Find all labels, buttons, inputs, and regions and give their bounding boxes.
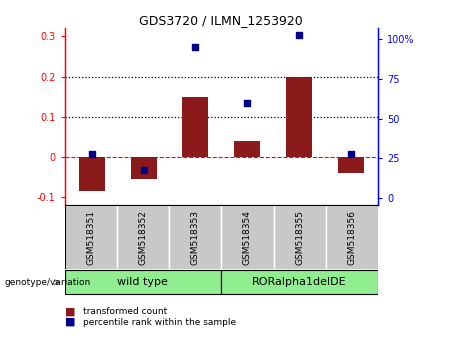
Text: ■: ■: [65, 317, 75, 327]
Bar: [130, 157, 157, 179]
Text: RORalpha1delDE: RORalpha1delDE: [252, 277, 347, 287]
Point: [243, 100, 251, 106]
Bar: [286, 76, 312, 157]
FancyBboxPatch shape: [221, 270, 378, 294]
FancyBboxPatch shape: [221, 205, 273, 269]
Text: GSM518354: GSM518354: [243, 210, 252, 265]
Point: [192, 45, 199, 50]
FancyBboxPatch shape: [117, 205, 169, 269]
FancyBboxPatch shape: [65, 205, 117, 269]
Bar: [79, 157, 105, 191]
Text: wild type: wild type: [118, 277, 168, 287]
Bar: [338, 157, 364, 173]
Text: GSM518356: GSM518356: [348, 210, 356, 265]
FancyBboxPatch shape: [326, 205, 378, 269]
Text: GSM518353: GSM518353: [191, 210, 200, 265]
FancyBboxPatch shape: [273, 205, 326, 269]
Text: percentile rank within the sample: percentile rank within the sample: [83, 318, 236, 327]
Text: GSM518351: GSM518351: [86, 210, 95, 265]
Text: GSM518352: GSM518352: [138, 210, 148, 265]
Point: [140, 167, 147, 172]
FancyBboxPatch shape: [65, 270, 221, 294]
Text: GSM518355: GSM518355: [295, 210, 304, 265]
Point: [88, 151, 95, 156]
FancyBboxPatch shape: [169, 205, 221, 269]
Point: [296, 32, 303, 38]
Title: GDS3720 / ILMN_1253920: GDS3720 / ILMN_1253920: [139, 14, 303, 27]
Bar: [234, 141, 260, 157]
Text: transformed count: transformed count: [83, 307, 167, 316]
Point: [347, 151, 355, 156]
Text: genotype/variation: genotype/variation: [5, 278, 91, 287]
Text: ■: ■: [65, 307, 75, 316]
Bar: [183, 97, 208, 157]
